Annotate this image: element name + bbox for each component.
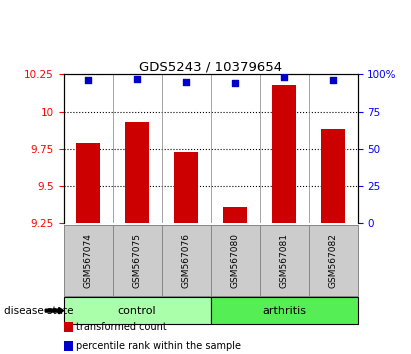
Bar: [211, 297, 358, 324]
Point: [134, 76, 141, 82]
Bar: [272, 85, 296, 223]
Bar: [223, 207, 247, 223]
Text: GSM567080: GSM567080: [231, 233, 240, 288]
Title: GDS5243 / 10379654: GDS5243 / 10379654: [139, 60, 282, 73]
Bar: [64, 225, 113, 296]
Bar: [64, 297, 210, 324]
Point: [330, 78, 336, 83]
Text: percentile rank within the sample: percentile rank within the sample: [76, 341, 241, 351]
Bar: [113, 225, 162, 296]
Bar: [260, 225, 309, 296]
Bar: [76, 143, 100, 223]
Point: [183, 79, 189, 85]
Bar: [309, 225, 358, 296]
Bar: [174, 152, 199, 223]
Point: [232, 80, 238, 86]
Point: [281, 74, 287, 80]
Text: GSM567082: GSM567082: [328, 233, 337, 288]
Bar: [162, 225, 211, 296]
Text: arthritis: arthritis: [262, 306, 306, 316]
Text: transformed count: transformed count: [76, 322, 167, 332]
Text: GSM567075: GSM567075: [133, 233, 142, 288]
Text: GSM567076: GSM567076: [182, 233, 191, 288]
Text: disease state: disease state: [4, 306, 74, 316]
Bar: [321, 129, 345, 223]
Bar: [125, 122, 150, 223]
Text: control: control: [118, 306, 157, 316]
Bar: [211, 225, 260, 296]
Point: [85, 78, 92, 83]
Text: GSM567081: GSM567081: [279, 233, 289, 288]
Text: GSM567074: GSM567074: [84, 233, 93, 288]
